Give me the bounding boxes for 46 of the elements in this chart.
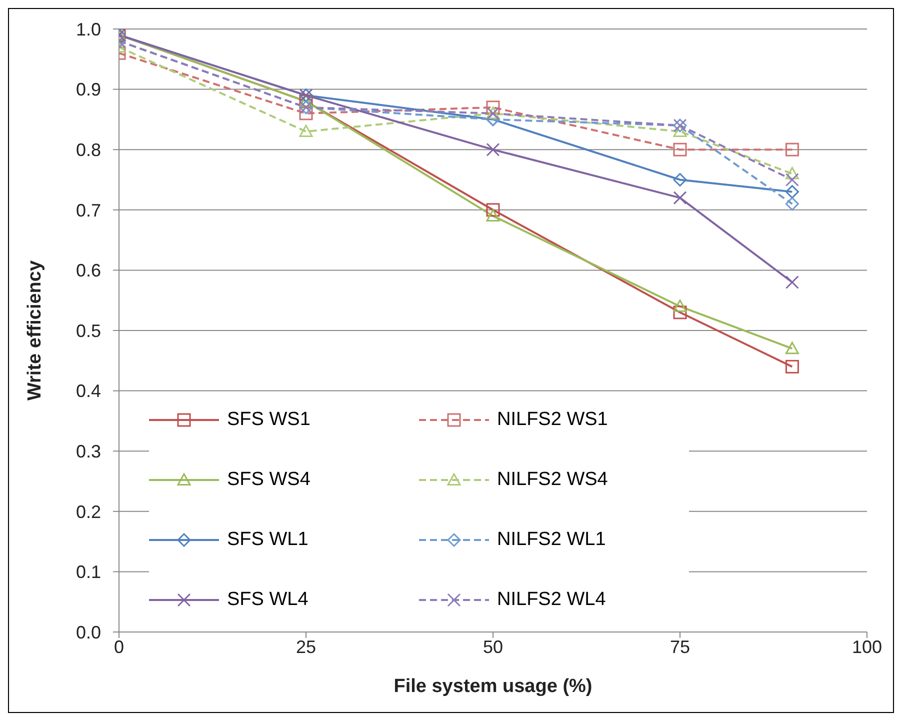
x-tick-label: 25: [296, 636, 316, 657]
y-tick-label: 0.6: [76, 260, 101, 281]
y-tick-label: 0.9: [76, 80, 101, 100]
point: [673, 300, 687, 312]
point: [673, 306, 687, 320]
point: [673, 142, 687, 156]
legend-label: SFS WL1: [227, 529, 308, 551]
y-tick-label: 0.0: [76, 622, 101, 642]
x-tick-label: 0: [114, 636, 124, 657]
point: [785, 276, 799, 290]
point: [785, 185, 799, 199]
y-tick-label: 0.1: [76, 562, 101, 582]
point: [785, 197, 799, 211]
y-tick-label: 0.2: [76, 502, 101, 522]
legend-label: SFS WS4: [227, 469, 310, 491]
point: [673, 124, 687, 138]
x-axis-title: File system usage (%): [394, 676, 592, 697]
point: [673, 191, 687, 205]
point: [785, 360, 799, 374]
y-tick-label: 0.3: [76, 441, 101, 462]
y-axis-title: Write efficiency: [24, 260, 46, 401]
legend-label: NILFS2 WS4: [497, 469, 608, 491]
legend-label: SFS WL4: [227, 589, 308, 611]
point: [486, 209, 500, 222]
y-tick-label: 1.0: [76, 19, 101, 40]
legend-label: SFS WS1: [227, 409, 310, 431]
legend-label: NILFS2 WL4: [497, 589, 606, 611]
point: [486, 100, 500, 114]
point: [785, 142, 799, 156]
legend-label: NILFS2 WL1: [497, 529, 606, 551]
y-tick-label: 0.8: [76, 140, 101, 160]
point: [486, 142, 500, 156]
point: [299, 106, 313, 120]
point: [486, 203, 500, 217]
y-tick-label: 0.7: [76, 200, 101, 220]
point: [299, 124, 313, 138]
point: [785, 342, 799, 354]
point: [785, 166, 799, 180]
y-tick-label: 0.4: [76, 381, 101, 402]
point: [673, 173, 687, 186]
y-tick-label: 0.5: [76, 320, 101, 341]
legend-label: NILFS2 WS1: [497, 409, 608, 431]
point: [785, 173, 799, 186]
x-tick-label: 75: [670, 636, 690, 657]
x-tick-label: 50: [482, 636, 504, 657]
x-tick-label: 100: [852, 636, 882, 657]
